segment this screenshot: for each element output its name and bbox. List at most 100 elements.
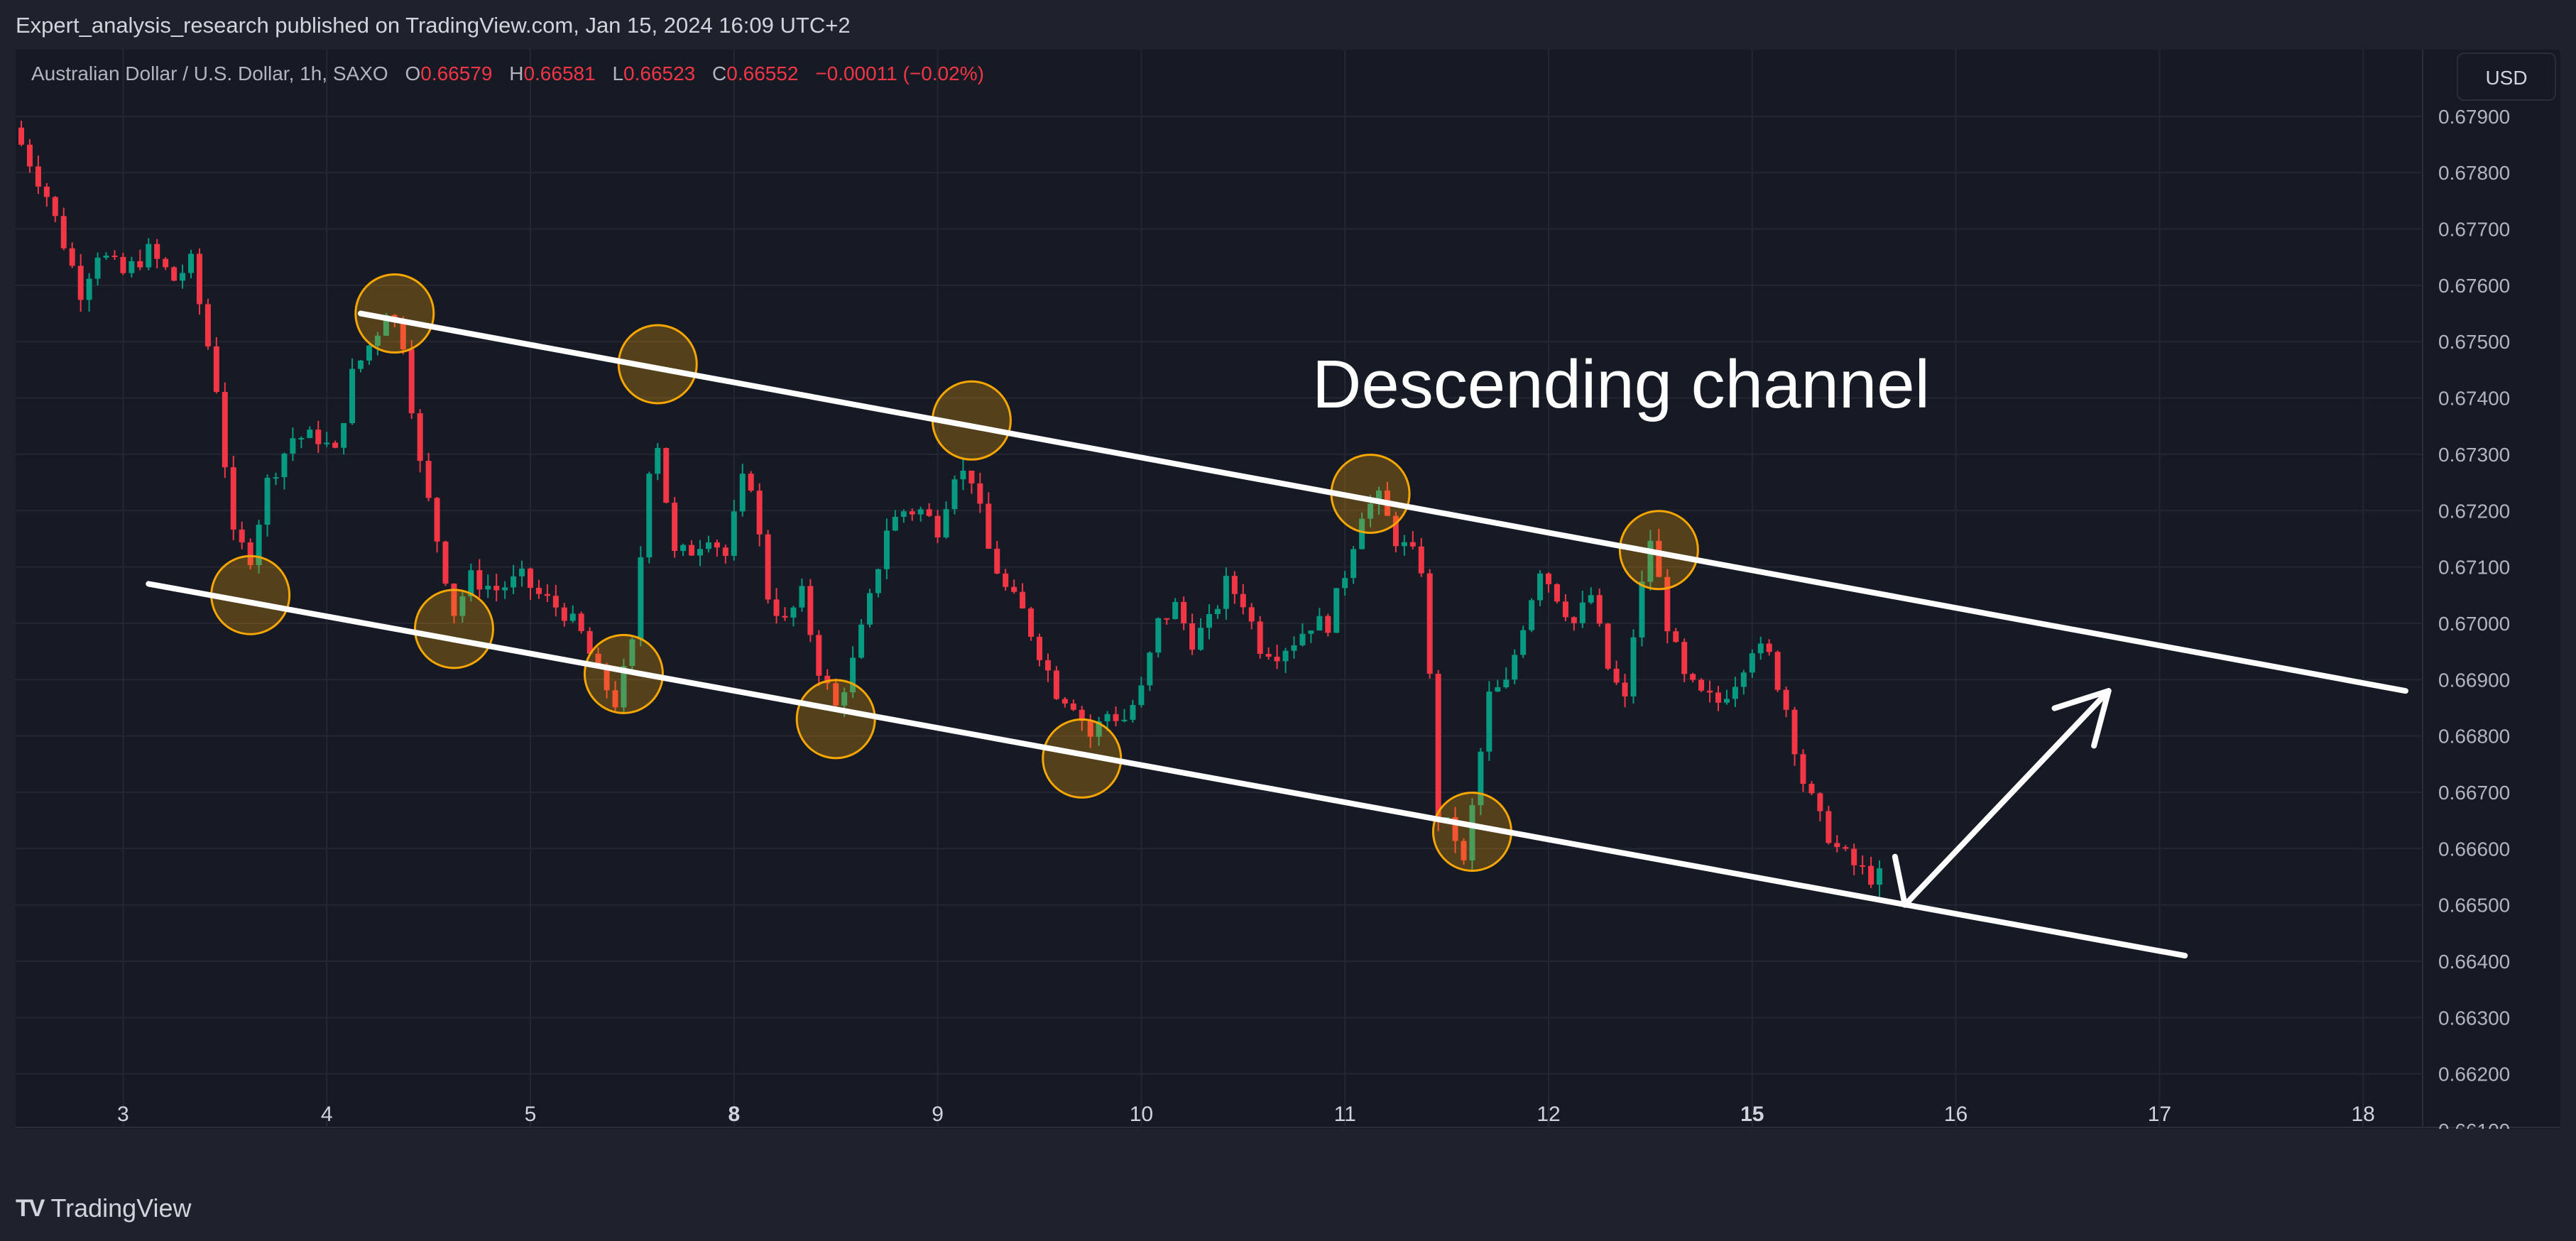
candle-up [290, 438, 296, 454]
candle-down [1707, 690, 1713, 693]
candle-up [341, 422, 347, 448]
candle-down [1418, 546, 1424, 574]
candle-up [892, 516, 898, 531]
candle-down [612, 690, 618, 708]
candle-up [655, 447, 661, 474]
price-tick-label: 0.66700 [2438, 782, 2510, 804]
price-tick-label: 0.67400 [2438, 388, 2510, 410]
price-change: −0.00011 (−0.02%) [815, 62, 984, 84]
candle-up [1350, 549, 1357, 579]
brand-name: TradingView [50, 1193, 192, 1223]
candle-down [833, 683, 839, 706]
candle-up [349, 368, 356, 423]
price-axis[interactable]: 0.67900 0.67800 0.67700 0.67600 0.67500 0.674… [2438, 106, 2510, 1129]
candle-up [731, 511, 737, 556]
candle-down [773, 599, 780, 616]
candle-down [689, 545, 695, 556]
candle-down [52, 197, 58, 217]
candle-up [697, 549, 703, 556]
price-tick-label: 0.66800 [2438, 726, 2510, 748]
candle-up [1486, 691, 1492, 752]
candle-down [222, 392, 228, 468]
candle-down [994, 548, 1000, 574]
candle-up [1537, 573, 1544, 601]
chart-area[interactable]: 0.67900 0.67800 0.67700 0.67600 0.67500 0.674… [16, 50, 2560, 1129]
candle-down [425, 461, 432, 498]
candle-up [1647, 540, 1654, 582]
candle-down [60, 216, 67, 248]
candle-down [43, 186, 50, 197]
candle-up [638, 557, 644, 640]
candle-down [1079, 709, 1085, 721]
candle-down [748, 474, 754, 491]
candle-down [171, 267, 178, 281]
candle-up [799, 586, 805, 608]
candle-up [1291, 645, 1297, 651]
candle-down [1461, 841, 1467, 860]
candle-up [383, 315, 389, 336]
price-chart[interactable]: 0.67900 0.67800 0.67700 0.67600 0.67500 0.674… [16, 50, 2560, 1129]
candle-down [1011, 586, 1017, 592]
candle-up [273, 477, 279, 479]
candle-up [1579, 602, 1586, 623]
candle-up [1512, 655, 1518, 680]
candle-down [1791, 709, 1798, 755]
candle-up [86, 278, 92, 300]
time-tick-label: 10 [1130, 1103, 1153, 1126]
candle-up [1214, 608, 1221, 614]
symbol-name: Australian Dollar / U.S. Dollar, 1h, SAX… [31, 62, 388, 84]
candle-down [578, 613, 584, 631]
candle-down [442, 541, 449, 584]
candle-down [1325, 616, 1331, 633]
candle-up [1757, 643, 1764, 654]
candles [18, 120, 1883, 897]
price-tick-label: 0.67800 [2438, 162, 2510, 184]
time-tick-label: 5 [525, 1103, 537, 1126]
time-tick-label: 8 [728, 1103, 740, 1126]
candle-down [1783, 689, 1789, 710]
close-value: 0.66552 [726, 62, 799, 84]
time-axis[interactable]: 3 4 5 8 9 10 11 12 15 16 17 18 [117, 1103, 2375, 1126]
price-tick-label: 0.67700 [2438, 219, 2510, 241]
candle-down [230, 467, 236, 530]
candle-down [417, 413, 423, 461]
candle-down [1028, 608, 1035, 637]
candle-up [1478, 751, 1484, 806]
candle-down [604, 665, 610, 691]
candle-down [672, 503, 678, 552]
time-tick-label: 11 [1334, 1103, 1356, 1126]
price-tick-label: 0.67100 [2438, 557, 2510, 579]
candle-up [129, 261, 135, 273]
time-tick-label: 17 [2148, 1103, 2171, 1126]
symbol-legend[interactable]: Australian Dollar / U.S. Dollar, 1h, SAX… [31, 62, 984, 85]
candle-up [1316, 616, 1323, 631]
candle-down [120, 256, 126, 273]
candle-up [180, 273, 186, 281]
candle-up [358, 360, 364, 369]
candle-up [1308, 630, 1314, 634]
candle-up [629, 639, 635, 667]
candle-up [94, 257, 101, 279]
candle-down [1656, 540, 1662, 577]
price-tick-label: 0.67200 [2438, 500, 2510, 522]
candle-up [1749, 653, 1755, 673]
candle-down [1053, 670, 1059, 699]
candle-down [1774, 652, 1781, 690]
candle-down [1409, 542, 1416, 547]
tradingview-brand[interactable]: TV TradingView [16, 1193, 192, 1223]
candle-down [816, 635, 822, 676]
low-label: L [612, 62, 624, 84]
candle-down [986, 503, 992, 549]
candle-down [1044, 660, 1051, 671]
candle-up [705, 542, 711, 550]
candle-down [968, 470, 975, 483]
candle-up [1732, 687, 1738, 699]
candle-down [408, 349, 415, 414]
publication-bar: Expert_analysis_research published on Tr… [0, 0, 2576, 50]
currency-button[interactable]: USD [2457, 53, 2556, 101]
candle-up [1469, 805, 1475, 860]
candle-down [714, 542, 720, 548]
trend-lines[interactable] [146, 310, 2408, 959]
candle-down [552, 596, 559, 608]
candle-up [1359, 518, 1365, 550]
